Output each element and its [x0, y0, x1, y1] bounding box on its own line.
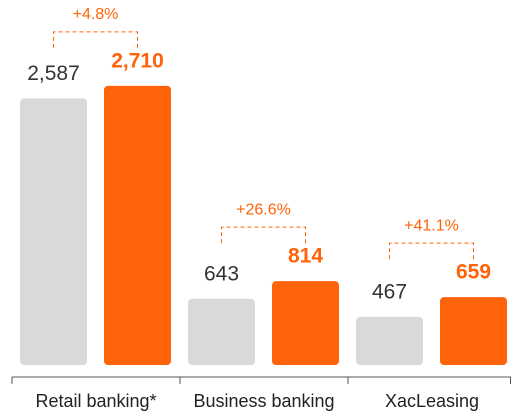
value-label: 2,587 [27, 62, 80, 85]
value-label: 2,710 [111, 49, 164, 72]
bar [356, 316, 423, 365]
x-tick-label: XacLeasing [385, 391, 479, 411]
change-bracket [221, 226, 306, 244]
bar [188, 298, 255, 365]
change-label: +4.8% [73, 6, 119, 23]
bar [104, 85, 171, 366]
value-label: 643 [204, 262, 239, 285]
value-label: 814 [288, 245, 323, 268]
value-label: 467 [372, 280, 407, 303]
bar [272, 281, 339, 365]
x-tick-label: Business banking [193, 391, 334, 411]
change-bracket [389, 242, 474, 260]
x-tick-label: Retail banking* [35, 391, 156, 411]
change-bracket [53, 31, 138, 48]
bar [20, 98, 87, 365]
value-label: 659 [456, 261, 491, 284]
change-label: +26.6% [236, 201, 291, 218]
bar [440, 297, 507, 365]
change-label: +41.1% [404, 217, 459, 234]
